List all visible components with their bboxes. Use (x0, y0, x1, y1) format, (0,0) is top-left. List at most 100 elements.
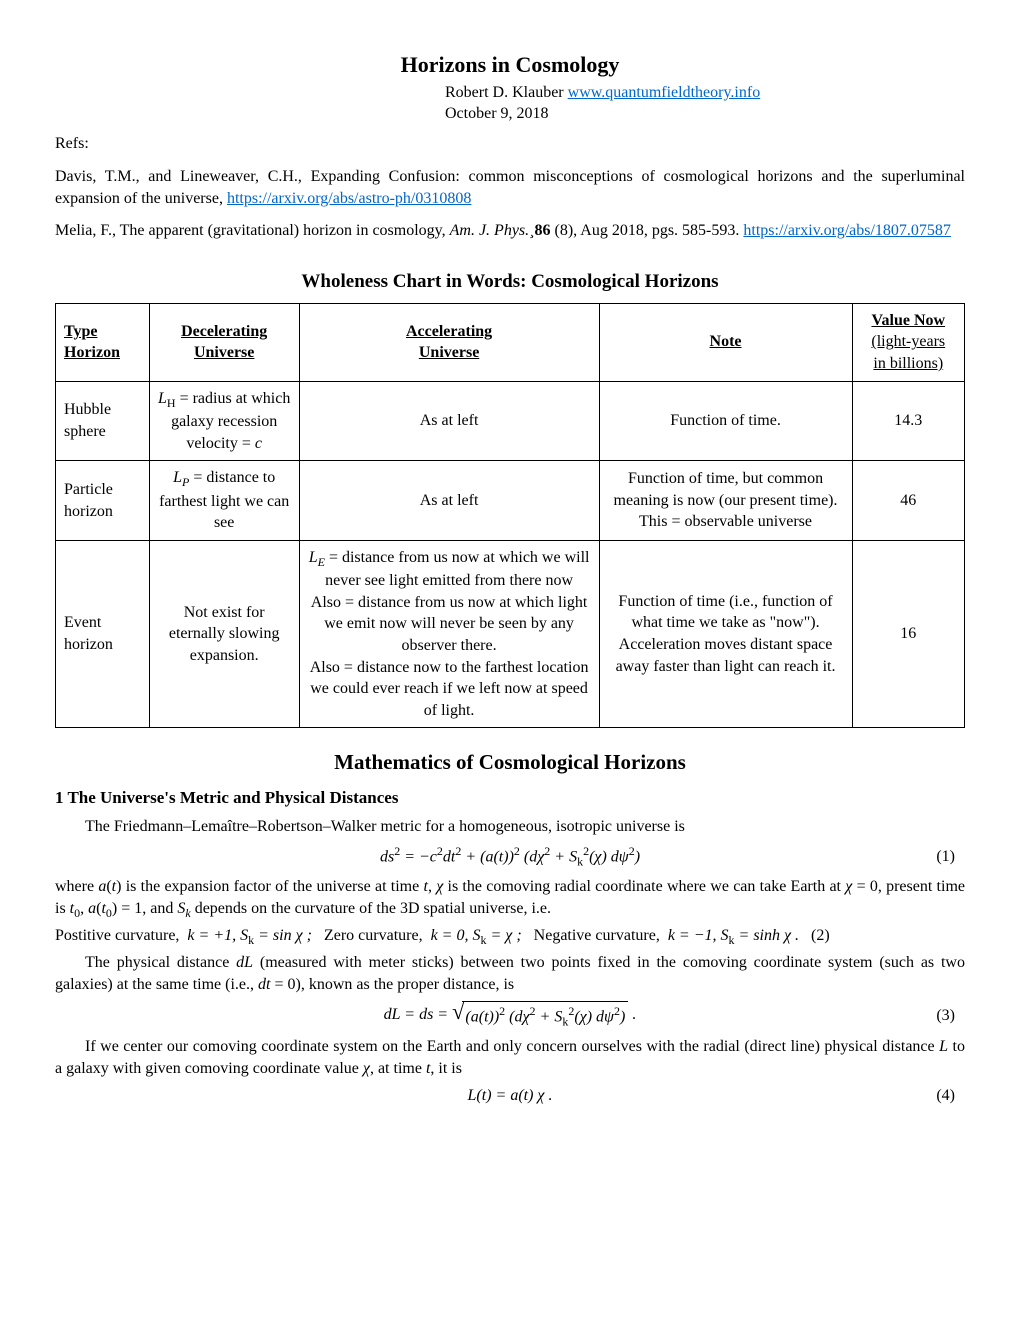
th-decel-l2: Universe (194, 344, 254, 361)
curv-zero: Zero curvature, (324, 927, 423, 944)
ref-1-link[interactable]: https://arxiv.org/abs/astro-ph/0310808 (227, 190, 471, 207)
th-value-l3: in billions) (873, 355, 943, 372)
th-accel-l1: Accelerating (406, 323, 492, 340)
cell-decel: LH = radius at which galaxy recession ve… (149, 381, 299, 461)
eq-3-num: (3) (936, 1005, 955, 1027)
th-type-l2: Horizon (64, 344, 120, 361)
p2-m7: depends on the curvature of the 3D spati… (191, 900, 551, 917)
curv-neg: Negative curvature, (534, 927, 660, 944)
p2-m2: , (428, 878, 436, 895)
p2-1: where (55, 878, 98, 895)
curv-pos-rest: = sin χ ; (254, 927, 312, 944)
curv-pos: Postitive curvature, (55, 927, 179, 944)
cell-accel: As at left (299, 461, 599, 541)
table-row: Hubble sphere LH = radius at which galax… (56, 381, 965, 461)
ref-2-rest: (8), Aug 2018, pgs. 585-593. (550, 222, 743, 239)
cell-decel: Not exist for eternally slowing expansio… (149, 540, 299, 728)
paragraph-4: If we center our comoving coordinate sys… (55, 1036, 965, 1079)
equation-4: L(t) = a(t) χ . (4) (55, 1085, 965, 1107)
accel-l1: = distance from us now at which we will … (325, 549, 590, 589)
note-l2: This = observable universe (639, 513, 812, 530)
cell-note: Function of time, but common meaning is … (599, 461, 852, 541)
byline-block: Robert D. Klauber www.quantumfieldtheory… (445, 82, 965, 125)
L-sub: E (318, 555, 325, 569)
ref-2-link[interactable]: https://arxiv.org/abs/1807.07587 (743, 222, 951, 239)
table-row: Particle horizon LP = distance to farthe… (56, 461, 965, 541)
author-name: Robert D. Klauber (445, 84, 564, 101)
page-title: Horizons in Cosmology (55, 50, 965, 80)
refs-label: Refs: (55, 133, 965, 155)
cell-value: 16 (852, 540, 964, 728)
p3-1: The physical distance (85, 954, 236, 971)
equation-3: dL = ds = √(a(t))2 (dχ2 + Sk2(χ) dψ2) . … (55, 1001, 965, 1030)
paragraph-2: where a(t) is the expansion factor of th… (55, 876, 965, 921)
ref-1: Davis, T.M., and Lineweaver, C.H., Expan… (55, 166, 965, 209)
accel-l3: Also = distance now to the farthest loca… (310, 659, 589, 719)
th-value-l2: (light-years (871, 333, 945, 350)
math-heading: Mathematics of Cosmological Horizons (55, 748, 965, 776)
p2-m3: is the comoving radial coordinate where … (443, 878, 845, 895)
p2-a: a (98, 878, 106, 895)
decel-text: = radius at which galaxy recession veloc… (171, 390, 290, 452)
ref-1-text: Davis, T.M., and Lineweaver, C.H., Expan… (55, 168, 965, 207)
curv-neg-k: k = −1, S (668, 927, 729, 944)
ref-2: Melia, F., The apparent (gravitational) … (55, 220, 965, 242)
th-type-l1: Type (64, 323, 97, 340)
p3-dt: dt (258, 976, 270, 993)
th-value-l1: Value Now (871, 312, 945, 329)
curv-pos-k: k = +1, S (187, 927, 248, 944)
paragraph-1: The Friedmann–Lemaître–Robertson–Walker … (55, 816, 965, 838)
th-accel-l2: Universe (419, 344, 479, 361)
p3-dL: dL (236, 954, 253, 971)
table-header-row: Type Horizon Decelerating Universe Accel… (56, 303, 965, 381)
th-value: Value Now (light-years in billions) (852, 303, 964, 381)
cell-note: Function of time (i.e., function of what… (599, 540, 852, 728)
th-accel: Accelerating Universe (299, 303, 599, 381)
cell-type: Particle horizon (56, 461, 150, 541)
th-note: Note (599, 303, 852, 381)
ref-2-journal: Am. J. Phys.¸ (450, 222, 535, 239)
cell-value: 14.3 (852, 381, 964, 461)
date: October 9, 2018 (445, 105, 549, 122)
eq-1-num: (1) (936, 846, 955, 868)
p2-m5: , (80, 900, 88, 917)
L-sym: L (158, 390, 167, 407)
curv-zero-rest: = χ ; (486, 927, 521, 944)
cell-value: 46 (852, 461, 964, 541)
note-l1: Function of time, but common meaning is … (614, 470, 838, 509)
horizons-table: Type Horizon Decelerating Universe Accel… (55, 303, 965, 728)
p4-L: L (939, 1038, 948, 1055)
accel-l2: Also = distance from us now at which lig… (311, 594, 588, 654)
chart-heading: Wholeness Chart in Words: Cosmological H… (55, 269, 965, 295)
paragraph-3: The physical distance dL (measured with … (55, 952, 965, 995)
section-1-title: 1 The Universe's Metric and Physical Dis… (55, 787, 965, 810)
p3-m2: = 0), known as the proper distance, is (270, 976, 514, 993)
cell-accel: As at left (299, 381, 599, 461)
curv-zero-k: k = 0, S (431, 927, 481, 944)
p4-1: If we center our comoving coordinate sys… (85, 1038, 939, 1055)
L-sub: H (167, 396, 176, 410)
ref-2-text: Melia, F., The apparent (gravitational) … (55, 222, 450, 239)
equation-1: ds2 = −c2dt2 + (a(t))2 (dχ2 + Sk2(χ) dψ2… (55, 843, 965, 870)
curv-neg-rest: = sinh χ . (735, 927, 800, 944)
cell-note: Function of time. (599, 381, 852, 461)
author-link[interactable]: www.quantumfieldtheory.info (568, 84, 761, 101)
p4-m2: , at time (370, 1060, 426, 1077)
p2-m6: ) = 1, and (112, 900, 177, 917)
cell-type: Event horizon (56, 540, 150, 728)
th-type: Type Horizon (56, 303, 150, 381)
cell-decel: LP = distance to farthest light we can s… (149, 461, 299, 541)
p4-m3: , it is (430, 1060, 462, 1077)
th-decel: Decelerating Universe (149, 303, 299, 381)
p2-m1: ) is the expansion factor of the univers… (116, 878, 423, 895)
curvature-line: Postitive curvature, k = +1, Sk = sin χ … (55, 925, 965, 948)
table-row: Event horizon Not exist for eternally sl… (56, 540, 965, 728)
L-sym: L (173, 469, 182, 486)
p2-at0: a (88, 900, 96, 917)
cell-accel: LE = distance from us now at which we wi… (299, 540, 599, 728)
eq-4-num: (4) (936, 1085, 955, 1107)
cell-type: Hubble sphere (56, 381, 150, 461)
ref-2-vol: 86 (534, 222, 550, 239)
c-sym: c (255, 435, 262, 452)
th-decel-l1: Decelerating (181, 323, 267, 340)
